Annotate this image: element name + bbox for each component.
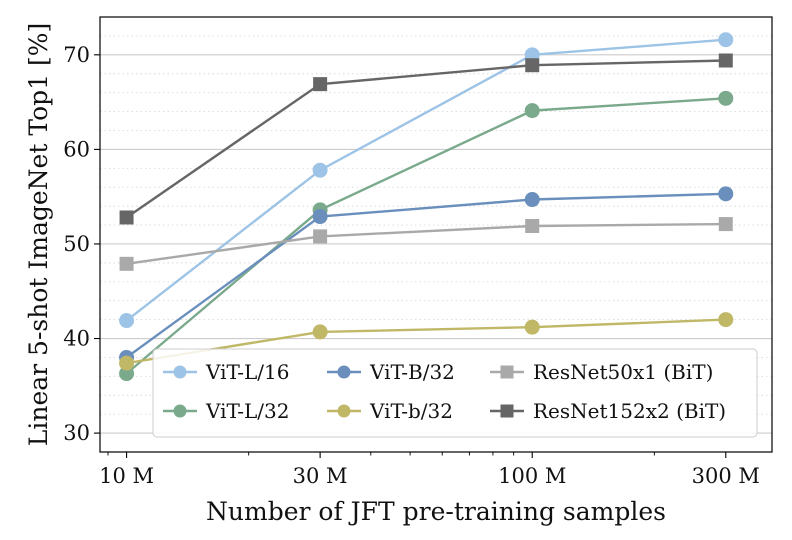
series-resnet152x2-bit-: [119, 53, 733, 225]
x-tick-label: 100 M: [498, 464, 566, 488]
data-point: [337, 365, 351, 379]
data-point: [313, 77, 328, 92]
data-point: [718, 53, 733, 68]
series-line: [125, 59, 726, 219]
legend-item: ViT-L/32: [163, 399, 289, 423]
y-tick-label: 70: [63, 43, 90, 67]
legend-item: ResNet152x2 (BiT): [490, 399, 726, 423]
data-point: [173, 365, 187, 379]
x-tick-label: 30 M: [293, 464, 348, 488]
legend-box: [152, 348, 758, 438]
data-point: [718, 217, 733, 232]
data-point: [312, 209, 328, 225]
y-tick-label: 30: [63, 421, 90, 445]
data-point: [500, 365, 514, 379]
series-line: [125, 38, 726, 322]
y-axis-label: Linear 5-shot ImageNet Top1 [%]: [24, 23, 53, 446]
series-line: [125, 192, 726, 359]
data-point: [718, 312, 734, 328]
data-point: [525, 58, 540, 73]
series-resnet50x1-bit-: [119, 217, 733, 271]
data-point: [173, 404, 187, 418]
legend-label: ResNet152x2 (BiT): [533, 399, 726, 423]
y-tick-label: 50: [63, 232, 90, 256]
data-point: [718, 186, 734, 202]
x-axis-label: Number of JFT pre-training samples: [206, 497, 666, 526]
data-point: [524, 103, 540, 119]
series-vit-b-32: [119, 312, 734, 371]
series-line: [126, 222, 726, 266]
data-point: [312, 162, 328, 178]
data-point: [312, 324, 328, 340]
legend-item: ViT-L/16: [163, 360, 289, 384]
legend-label: ViT-L/32: [205, 399, 289, 423]
x-tick-label: 10 M: [99, 464, 154, 488]
data-point: [525, 218, 540, 233]
axes: 30 40 50 60 70 10 M 30 M 100 M 300 M: [63, 16, 773, 488]
legend-label: ViT-b/32: [369, 399, 453, 423]
data-point: [524, 192, 540, 208]
legend-label: ResNet50x1 (BiT): [533, 360, 713, 384]
legend-item: ViT-b/32: [327, 399, 453, 423]
series-vit-l-16: [119, 32, 734, 329]
legend-label: ViT-B/32: [369, 360, 455, 384]
data-point: [313, 229, 328, 244]
data-point: [524, 319, 540, 335]
y-tick-label: 40: [63, 327, 90, 351]
legend: ViT-L/16 ViT-L/32 ViT-B/32 ViT-b/32 ResNet50…: [152, 348, 758, 438]
plot-frame: [99, 16, 773, 453]
series-vit-l-32: [119, 90, 734, 382]
series-line: [125, 97, 726, 375]
data-point: [119, 366, 135, 382]
data-point: [718, 32, 734, 48]
x-tick-label: 300 M: [692, 464, 760, 488]
series-layer: [119, 32, 734, 382]
y-tick-label: 60: [63, 137, 90, 161]
data-point: [718, 90, 734, 106]
data-point: [119, 313, 135, 329]
data-point: [337, 404, 351, 418]
legend-item: ResNet50x1 (BiT): [490, 360, 713, 384]
legend-label: ViT-L/16: [205, 360, 289, 384]
data-point: [119, 210, 134, 225]
data-point: [119, 355, 135, 371]
data-point: [119, 256, 134, 271]
legend-item: ViT-B/32: [327, 360, 455, 384]
series-line: [126, 318, 726, 365]
data-point: [500, 404, 514, 418]
